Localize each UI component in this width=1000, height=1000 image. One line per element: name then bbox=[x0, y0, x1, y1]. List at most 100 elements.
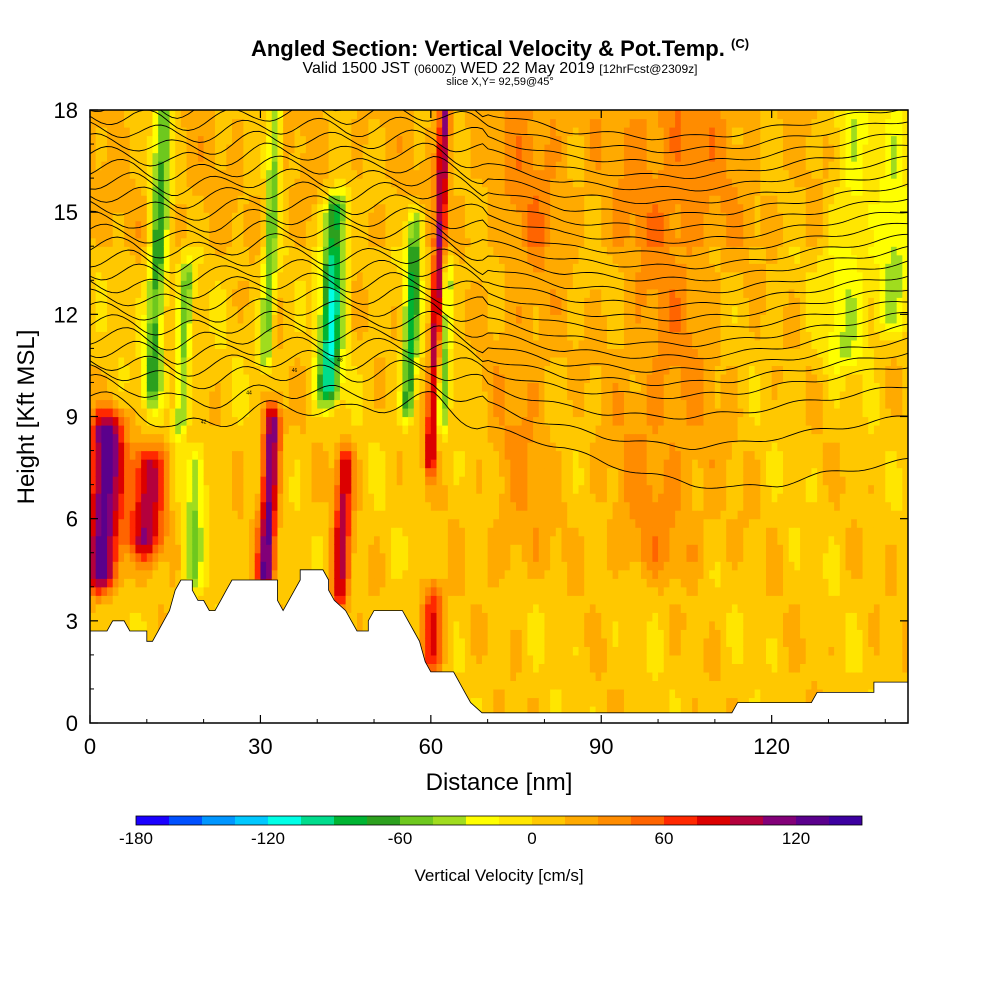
velocity-cell bbox=[214, 382, 222, 392]
velocity-cell bbox=[300, 271, 307, 281]
velocity-cell bbox=[146, 254, 154, 264]
velocity-cell bbox=[249, 322, 256, 332]
velocity-cell bbox=[266, 110, 273, 120]
velocity-cell bbox=[436, 382, 443, 392]
velocity-cell bbox=[220, 229, 227, 239]
velocity-cell bbox=[430, 356, 438, 367]
velocity-cell bbox=[254, 527, 262, 537]
velocity-cell bbox=[101, 212, 108, 222]
velocity-cell bbox=[118, 578, 125, 588]
velocity-cell bbox=[345, 603, 352, 613]
velocity-cell bbox=[232, 322, 239, 332]
velocity-cell bbox=[186, 195, 193, 205]
velocity-cell bbox=[158, 339, 165, 349]
velocity-cell bbox=[158, 246, 165, 256]
velocity-cell bbox=[459, 322, 466, 332]
velocity-cell bbox=[368, 237, 375, 247]
velocity-cell bbox=[305, 527, 313, 537]
velocity-cell bbox=[158, 127, 165, 137]
velocity-cell bbox=[476, 510, 483, 520]
velocity-cell bbox=[442, 348, 449, 358]
velocity-cell bbox=[470, 195, 477, 205]
velocity-cell bbox=[459, 450, 466, 460]
velocity-cell bbox=[345, 186, 352, 196]
velocity-cell bbox=[339, 390, 347, 401]
velocity-cell bbox=[436, 442, 443, 452]
velocity-cell bbox=[345, 305, 352, 315]
velocity-cell bbox=[419, 637, 426, 647]
velocity-cell bbox=[169, 322, 176, 332]
velocity-cell bbox=[351, 425, 358, 435]
velocity-cell bbox=[385, 237, 392, 247]
velocity-cell bbox=[214, 263, 222, 273]
velocity-cell bbox=[476, 654, 483, 664]
velocity-cell bbox=[277, 322, 284, 332]
velocity-cell bbox=[322, 203, 330, 213]
velocity-cell bbox=[237, 407, 244, 418]
velocity-cell bbox=[209, 425, 216, 435]
velocity-cell bbox=[362, 493, 369, 503]
velocity-cell bbox=[470, 654, 477, 664]
velocity-cell bbox=[112, 518, 119, 528]
velocity-cell bbox=[163, 297, 171, 307]
velocity-cell bbox=[146, 595, 154, 605]
velocity-cell bbox=[124, 552, 131, 562]
velocity-cell bbox=[135, 152, 142, 162]
velocity-cell bbox=[368, 220, 375, 230]
velocity-cell bbox=[101, 186, 108, 196]
velocity-cell bbox=[237, 288, 244, 298]
velocity-cell bbox=[294, 365, 301, 375]
velocity-cell bbox=[226, 510, 233, 520]
velocity-cell bbox=[107, 382, 114, 392]
velocity-cell bbox=[379, 603, 386, 613]
velocity-cell bbox=[146, 373, 154, 384]
velocity-cell bbox=[396, 595, 404, 605]
velocity-cell bbox=[271, 178, 279, 188]
velocity-cell bbox=[175, 254, 182, 264]
velocity-cell bbox=[322, 246, 330, 256]
velocity-cell bbox=[436, 654, 443, 664]
velocity-cell bbox=[351, 127, 358, 137]
velocity-cell bbox=[192, 169, 199, 179]
velocity-cell bbox=[277, 407, 284, 418]
velocity-cell bbox=[408, 254, 415, 264]
velocity-cell bbox=[328, 186, 335, 196]
velocity-cell bbox=[402, 305, 409, 315]
velocity-cell bbox=[283, 407, 290, 418]
velocity-cell bbox=[476, 629, 483, 639]
velocity-cell bbox=[249, 288, 256, 298]
velocity-cell bbox=[220, 535, 227, 545]
velocity-cell bbox=[192, 297, 199, 307]
velocity-cell bbox=[175, 263, 182, 273]
velocity-cell bbox=[129, 569, 137, 579]
velocity-cell bbox=[209, 110, 216, 120]
velocity-cell bbox=[345, 569, 352, 579]
velocity-cell bbox=[112, 603, 119, 613]
velocity-cell bbox=[305, 510, 313, 520]
velocity-cell bbox=[339, 203, 347, 213]
velocity-cell bbox=[413, 544, 421, 554]
velocity-cell bbox=[476, 527, 483, 537]
velocity-cell bbox=[209, 280, 216, 290]
velocity-cell bbox=[317, 450, 324, 460]
velocity-cell bbox=[101, 152, 108, 162]
velocity-cell bbox=[129, 254, 137, 264]
velocity-cell bbox=[226, 169, 233, 179]
velocity-cell bbox=[430, 578, 438, 588]
velocity-cell bbox=[163, 603, 171, 613]
velocity-cell bbox=[192, 407, 199, 418]
velocity-cell bbox=[294, 271, 301, 281]
velocity-cell bbox=[402, 433, 409, 443]
velocity-cell bbox=[186, 433, 193, 443]
velocity-cell bbox=[107, 612, 114, 622]
velocity-cell bbox=[413, 561, 421, 571]
velocity-cell bbox=[101, 322, 108, 332]
velocity-cell bbox=[266, 195, 273, 205]
velocity-cell bbox=[192, 459, 199, 469]
velocity-cell bbox=[294, 314, 301, 324]
velocity-cell bbox=[430, 646, 438, 656]
velocity-cell bbox=[391, 178, 398, 188]
velocity-cell bbox=[90, 425, 97, 435]
velocity-cell bbox=[141, 442, 148, 452]
velocity-cell bbox=[356, 467, 364, 477]
